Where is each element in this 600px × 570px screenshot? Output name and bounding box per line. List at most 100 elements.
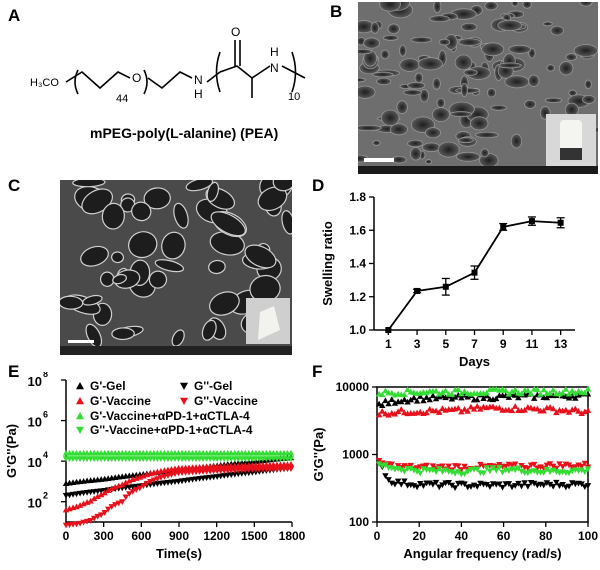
y-tick-label: 10 [28, 415, 42, 430]
data-point [97, 512, 105, 519]
data-point [546, 389, 554, 396]
data-point [572, 389, 579, 396]
data-point [461, 471, 468, 478]
data-point [413, 397, 421, 404]
y-tick-label: 1000 [342, 448, 369, 462]
data-point [401, 478, 408, 485]
data-point [458, 467, 465, 473]
pore [257, 186, 288, 212]
pore [438, 38, 451, 46]
data-point [471, 269, 478, 276]
legend-label: G''-Vaccine+αPD-1+αCTLA-4 [90, 423, 253, 437]
pore [460, 22, 478, 32]
scale-bar-b [364, 158, 394, 162]
data-point [83, 518, 91, 525]
data-point [546, 481, 554, 488]
methoxy-label: H₃CO [30, 77, 59, 89]
y-tick-exponent: 6 [43, 410, 48, 420]
data-point [439, 469, 446, 475]
data-point [500, 223, 507, 230]
data-point [584, 466, 592, 473]
data-point [379, 407, 386, 414]
data-point [432, 387, 440, 394]
data-point [565, 409, 573, 415]
pore [407, 139, 424, 148]
x-tick-label: 300 [94, 529, 114, 543]
pore [429, 15, 450, 23]
data-point [524, 465, 532, 472]
data-point [562, 406, 570, 413]
data-point [375, 461, 383, 468]
pore [579, 2, 593, 7]
pore [101, 202, 125, 230]
peg-subscript: 44 [116, 93, 128, 105]
data-point [426, 396, 433, 403]
pore [399, 44, 407, 57]
data-point [537, 390, 544, 397]
pore [358, 124, 382, 132]
x-axis-label: Angular frequency (rad/s) [403, 546, 561, 561]
data-point [439, 392, 446, 399]
pore [371, 71, 394, 78]
data-point [474, 396, 481, 403]
data-point [524, 483, 532, 490]
data-point [398, 406, 405, 412]
structure-bonds [65, 40, 306, 98]
x-tick-label: 40 [455, 529, 469, 543]
data-point [549, 386, 557, 393]
data-point [502, 463, 509, 470]
legend-label: G''-Gel [194, 379, 232, 393]
data-point [565, 394, 573, 401]
data-point [470, 405, 478, 412]
series-G'-Vaccine+αPD-1+αCTLA-4 [62, 449, 295, 456]
data-point [474, 403, 481, 409]
data-point [398, 398, 405, 405]
pore [185, 180, 214, 192]
data-point [101, 489, 108, 496]
x-tick-label: 0 [374, 529, 381, 543]
series-G'-Vaccine [375, 403, 592, 418]
data-point [474, 483, 481, 490]
data-point [512, 483, 519, 489]
scale-bar-c [68, 340, 94, 343]
data-point [429, 463, 437, 470]
data-point [512, 467, 519, 474]
legend-marker [76, 426, 84, 434]
data-point [445, 463, 452, 470]
data-point [581, 460, 589, 467]
data-point [429, 467, 437, 474]
data-point [455, 463, 462, 470]
pore [380, 49, 390, 60]
data-point [518, 462, 525, 469]
data-point [407, 466, 414, 472]
data-point [458, 394, 465, 401]
data-point [502, 392, 509, 399]
data-point [461, 391, 468, 398]
data-point [154, 476, 161, 482]
data-point [543, 394, 551, 401]
data-point [436, 466, 443, 472]
data-point [417, 393, 424, 399]
pore [382, 34, 399, 41]
data-point [442, 467, 449, 474]
data-point [432, 395, 440, 402]
data-point [410, 394, 418, 401]
pore [99, 271, 115, 287]
data-point [161, 473, 168, 480]
legend-marker [180, 382, 188, 390]
pore [508, 44, 532, 54]
data-point [562, 393, 570, 399]
data-point [489, 465, 497, 471]
y-tick-label: 10 [28, 496, 42, 511]
y-tick-label: 1.4 [349, 257, 366, 271]
data-point [502, 387, 509, 393]
pore [432, 77, 441, 90]
data-point [499, 469, 506, 476]
data-point [483, 482, 490, 488]
pore [379, 2, 401, 12]
data-point [414, 287, 421, 294]
data-point [391, 410, 399, 417]
data-point [572, 395, 579, 401]
data-point [461, 463, 468, 470]
data-point [549, 463, 557, 470]
